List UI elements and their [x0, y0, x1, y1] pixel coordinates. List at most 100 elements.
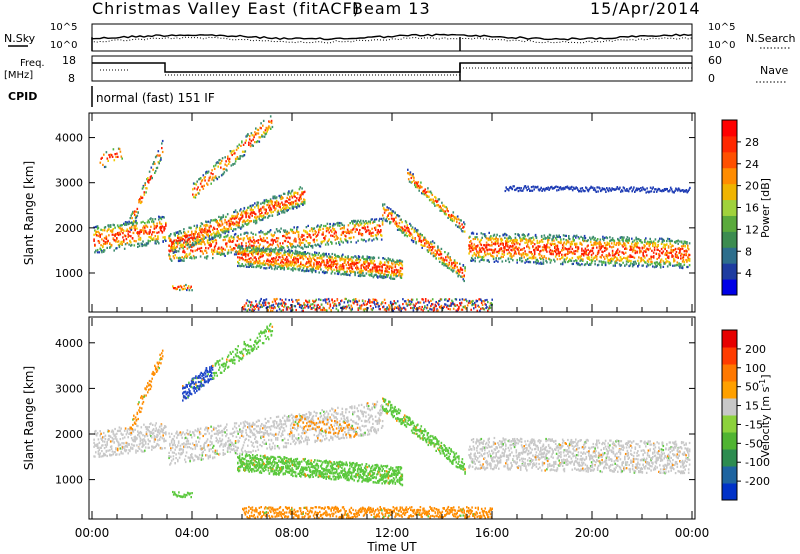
power-echo	[247, 215, 250, 218]
power-echo	[306, 269, 308, 272]
power-echo	[666, 188, 668, 191]
power-echo	[610, 242, 613, 245]
power-echo	[276, 204, 279, 207]
power-echo	[366, 226, 369, 229]
power-echo	[208, 179, 211, 182]
power-echo	[421, 234, 423, 237]
power-echo	[227, 249, 230, 252]
power-echo	[346, 270, 348, 273]
power-echo	[290, 243, 293, 246]
power-echo	[680, 252, 683, 255]
power-echo	[280, 208, 282, 211]
power-echo	[364, 228, 366, 231]
power-echo	[194, 240, 197, 243]
power-echo	[639, 239, 642, 242]
power-echo	[288, 190, 290, 193]
power-echo	[436, 252, 438, 255]
power-echo	[260, 209, 262, 212]
power-echo	[370, 262, 373, 265]
power-echo	[229, 217, 232, 220]
power-echo	[117, 155, 119, 158]
power-echo	[285, 250, 287, 253]
power-echo	[253, 220, 255, 224]
power-echo	[302, 258, 305, 261]
power-echo	[282, 246, 284, 249]
power-echo	[344, 260, 347, 263]
power-echo	[236, 215, 239, 218]
power-echo	[247, 237, 249, 240]
power-echo	[94, 251, 96, 254]
power-echo	[579, 264, 581, 267]
power-echo	[143, 191, 146, 194]
power-echo	[169, 239, 171, 242]
power-echo	[329, 255, 332, 258]
power-echo	[331, 252, 334, 256]
power-echo	[273, 248, 275, 251]
power-echo	[128, 234, 130, 237]
power-echo	[281, 267, 284, 270]
power-echo	[655, 190, 658, 193]
power-echo	[523, 256, 525, 259]
power-echo	[382, 257, 384, 260]
power-echo	[544, 236, 546, 239]
power-echo	[289, 192, 292, 195]
power-echo	[148, 221, 150, 224]
power-echo	[251, 304, 254, 307]
power-echo	[205, 251, 208, 254]
power-echo	[267, 252, 270, 255]
power-echo	[243, 305, 246, 308]
power-echo	[202, 252, 204, 255]
power-echo	[245, 212, 247, 215]
power-echo	[435, 196, 437, 199]
power-echo	[616, 256, 618, 259]
power-echo	[218, 252, 220, 255]
power-echo	[233, 217, 236, 220]
power-echo	[172, 287, 175, 290]
power-echo	[298, 305, 301, 309]
power-echo	[175, 288, 178, 291]
power-echo	[136, 221, 138, 225]
power-echo	[119, 150, 122, 153]
power-echo	[140, 201, 142, 205]
power-echo	[315, 251, 318, 254]
power-echo	[240, 237, 242, 240]
power-echo	[259, 219, 261, 222]
power-echo	[488, 231, 490, 234]
power-echo	[156, 231, 158, 234]
power-echo	[241, 215, 244, 218]
power-echo	[295, 252, 298, 256]
power-echo	[151, 238, 153, 241]
power-echo	[170, 259, 173, 262]
power-echo	[177, 236, 179, 240]
power-echo	[639, 189, 641, 193]
power-echo	[521, 233, 524, 237]
power-echo	[279, 230, 281, 234]
power-echo	[559, 236, 561, 239]
power-echo	[190, 244, 192, 247]
power-echo	[670, 251, 672, 254]
power-echo	[582, 240, 585, 243]
power-echo	[245, 139, 247, 142]
power-echo	[246, 219, 248, 223]
power-echo	[346, 228, 349, 231]
power-echo	[240, 257, 243, 260]
power-echo	[158, 221, 161, 224]
power-echo	[260, 252, 263, 255]
power-echo	[600, 260, 602, 263]
power-echo	[570, 241, 573, 244]
power-echo	[290, 201, 293, 204]
power-echo	[621, 238, 623, 241]
power-echo	[256, 305, 258, 308]
power-echo	[255, 245, 258, 248]
power-echo	[158, 215, 160, 218]
power-echo	[591, 236, 594, 239]
power-echo	[606, 256, 609, 259]
power-echo	[543, 255, 546, 258]
power-echo	[274, 201, 276, 204]
power-echo	[308, 255, 311, 258]
power-echo	[476, 245, 478, 248]
power-echo	[590, 256, 593, 259]
power-echo	[463, 225, 465, 229]
power-echo	[507, 188, 509, 191]
power-echo	[363, 224, 365, 227]
